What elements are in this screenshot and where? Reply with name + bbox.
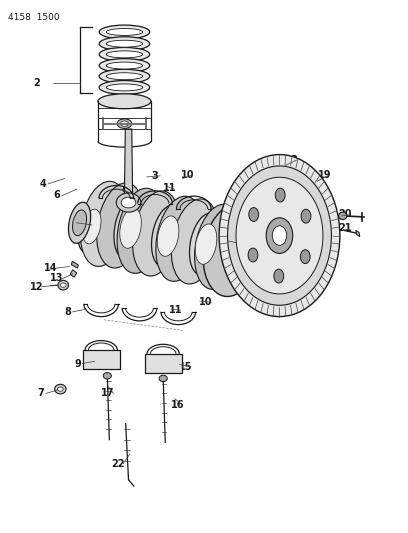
Ellipse shape [106,84,143,91]
Text: 5: 5 [121,187,128,197]
Text: 3: 3 [152,171,158,181]
Ellipse shape [99,69,150,83]
Ellipse shape [248,248,258,262]
Text: 4: 4 [40,179,46,189]
Ellipse shape [117,188,164,273]
Text: 11: 11 [169,305,182,315]
Ellipse shape [120,208,141,248]
Text: 22: 22 [111,459,125,469]
Ellipse shape [106,40,143,47]
Text: 10: 10 [181,170,195,180]
Text: 16: 16 [171,400,184,410]
Text: 6: 6 [54,190,60,199]
Polygon shape [71,261,78,268]
Ellipse shape [73,210,86,236]
Ellipse shape [103,373,111,379]
Ellipse shape [60,283,66,287]
Text: 18: 18 [285,155,299,165]
Text: 1: 1 [227,238,234,247]
Text: 9: 9 [74,359,81,368]
Ellipse shape [117,119,132,128]
Ellipse shape [266,218,293,253]
Ellipse shape [133,191,180,276]
Ellipse shape [274,269,284,283]
Text: 20: 20 [338,209,352,219]
Ellipse shape [97,183,144,268]
Text: 19: 19 [317,170,331,180]
Text: 4158  1500: 4158 1500 [8,13,60,22]
Ellipse shape [243,216,249,227]
Ellipse shape [99,59,150,72]
Ellipse shape [99,80,150,94]
Ellipse shape [120,121,129,126]
Ellipse shape [116,193,141,212]
Ellipse shape [80,181,128,266]
Ellipse shape [219,155,340,317]
Text: 13: 13 [50,273,64,283]
Ellipse shape [272,226,287,245]
Ellipse shape [252,263,258,273]
Ellipse shape [99,37,150,51]
Ellipse shape [260,208,266,219]
Ellipse shape [106,29,143,35]
Ellipse shape [78,200,106,253]
Ellipse shape [228,166,331,305]
Polygon shape [145,354,182,373]
Ellipse shape [58,280,69,290]
Polygon shape [83,350,120,369]
Ellipse shape [106,51,143,58]
Ellipse shape [239,244,246,255]
Ellipse shape [300,250,310,264]
Polygon shape [356,230,360,237]
Ellipse shape [121,197,136,208]
Ellipse shape [230,194,288,288]
Ellipse shape [195,204,242,289]
Text: 7: 7 [38,389,44,398]
Text: 21: 21 [338,223,352,233]
Ellipse shape [238,207,280,274]
Text: 2: 2 [33,78,40,87]
Ellipse shape [157,216,179,256]
Ellipse shape [203,205,260,296]
Polygon shape [70,270,77,277]
Text: 8: 8 [64,307,71,317]
Text: 11: 11 [162,183,176,193]
Ellipse shape [236,177,323,294]
Ellipse shape [159,375,167,382]
Text: 14: 14 [44,263,58,273]
Ellipse shape [99,25,150,39]
Ellipse shape [269,255,275,265]
Ellipse shape [171,199,219,284]
Ellipse shape [273,227,279,238]
Text: 10: 10 [199,297,213,307]
Ellipse shape [151,205,185,267]
Ellipse shape [58,387,63,391]
Ellipse shape [106,62,143,69]
Polygon shape [124,129,133,196]
Ellipse shape [339,212,347,220]
Ellipse shape [156,196,203,281]
Text: 15: 15 [179,362,193,372]
Ellipse shape [55,384,66,394]
Ellipse shape [69,202,91,244]
Ellipse shape [275,188,285,202]
Ellipse shape [99,47,150,61]
Text: 17: 17 [101,389,115,398]
Ellipse shape [98,94,151,109]
Text: 8: 8 [68,218,75,228]
Ellipse shape [106,73,143,80]
Ellipse shape [301,209,311,223]
Ellipse shape [82,209,101,244]
Ellipse shape [114,197,147,259]
Ellipse shape [249,207,259,221]
Text: 12: 12 [30,282,44,292]
Ellipse shape [189,213,223,275]
Ellipse shape [195,224,217,264]
